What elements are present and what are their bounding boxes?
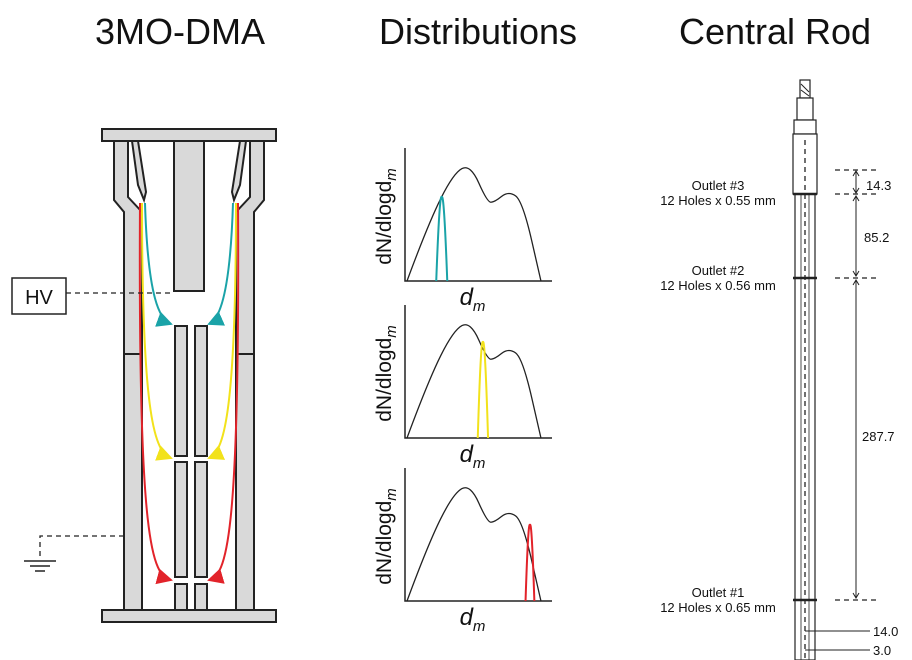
outlet-2-spec: 12 Holes x 0.56 mm xyxy=(660,278,776,293)
rod-seg-left-3 xyxy=(174,583,188,611)
distribution-curve xyxy=(406,167,542,282)
dma-schematic: HV xyxy=(11,128,277,623)
trajectory-yellow-right xyxy=(207,202,237,460)
x-axis-label: dm xyxy=(460,284,486,315)
dma-right-wall xyxy=(235,140,265,611)
y-axis-label-sub: m xyxy=(383,488,400,501)
x-axis-label-main: d xyxy=(460,284,474,311)
y-axis-label-main: dN/dlogd xyxy=(373,338,396,422)
x-axis-label: dm xyxy=(460,604,486,635)
dma-right-inlet xyxy=(230,140,248,204)
distribution-curve xyxy=(406,324,542,439)
rod-seg-right-1 xyxy=(194,325,208,457)
x-axis-label-main: d xyxy=(460,441,474,468)
x-axis-label-sub: m xyxy=(473,618,486,635)
trajectory-teal-right xyxy=(207,202,234,326)
selected-peak xyxy=(476,341,490,439)
dma-bottom-cap xyxy=(101,609,277,623)
outlet-2-name: Outlet #2 xyxy=(692,263,745,278)
y-axis-label: dN/dlogdm xyxy=(373,325,400,422)
rod-seg-left-2 xyxy=(174,461,188,578)
dim-14-0: 14.0 xyxy=(873,624,898,639)
dma-top-cap xyxy=(101,128,277,142)
y-axis-label-sub: m xyxy=(383,325,400,338)
selected-peak xyxy=(435,195,449,282)
y-axis-label: dN/dlogdm xyxy=(373,168,400,265)
outlet-1-spec: 12 Holes x 0.65 mm xyxy=(660,600,776,615)
ground-lead xyxy=(39,535,124,560)
hv-label: HV xyxy=(25,287,53,309)
trajectory-red-left xyxy=(138,202,173,585)
x-axis-label-main: d xyxy=(460,604,474,631)
dim-3-0: 3.0 xyxy=(873,643,891,658)
panel-axes xyxy=(404,305,552,439)
outlet-1-name: Outlet #1 xyxy=(692,585,745,600)
selected-peak xyxy=(524,523,536,602)
dim-287-7: 287.7 xyxy=(862,429,895,444)
y-axis-label-sub: m xyxy=(383,168,400,181)
title-central-rod: Central Rod xyxy=(679,11,871,52)
title-distributions: Distributions xyxy=(379,11,577,52)
panel-axes xyxy=(404,468,552,602)
rod-seg-right-3 xyxy=(194,583,208,611)
hv-box xyxy=(11,277,67,315)
distribution-curve xyxy=(406,487,542,602)
y-axis-label-main: dN/dlogd xyxy=(373,181,396,265)
dim-14-3: 14.3 xyxy=(866,178,891,193)
y-axis-label-main: dN/dlogd xyxy=(373,501,396,585)
panel-axes xyxy=(404,148,552,282)
x-axis-label-sub: m xyxy=(473,298,486,315)
dma-left-inlet xyxy=(130,140,148,204)
dma-hv-electrode xyxy=(173,140,205,292)
dma-left-wall xyxy=(113,140,143,611)
trajectory-red-right xyxy=(207,202,240,584)
outlet-3-name: Outlet #3 xyxy=(692,178,745,193)
rod-fitting xyxy=(796,97,814,121)
trajectory-yellow-left xyxy=(141,202,173,461)
trajectory-teal-left xyxy=(144,202,173,327)
x-axis-label-sub: m xyxy=(473,455,486,472)
dim-85-2: 85.2 xyxy=(864,230,889,245)
rod-seg-right-2 xyxy=(194,461,208,578)
y-axis-label: dN/dlogdm xyxy=(373,488,400,585)
rod-seg-left-1 xyxy=(174,325,188,457)
x-axis-label: dm xyxy=(460,441,486,472)
rod-collar xyxy=(793,119,817,135)
outlet-3-spec: 12 Holes x 0.55 mm xyxy=(660,193,776,208)
title-dma: 3MO-DMA xyxy=(95,11,265,52)
central-rod: Outlet #3 12 Holes x 0.55 mm Outlet #2 1… xyxy=(660,79,898,660)
